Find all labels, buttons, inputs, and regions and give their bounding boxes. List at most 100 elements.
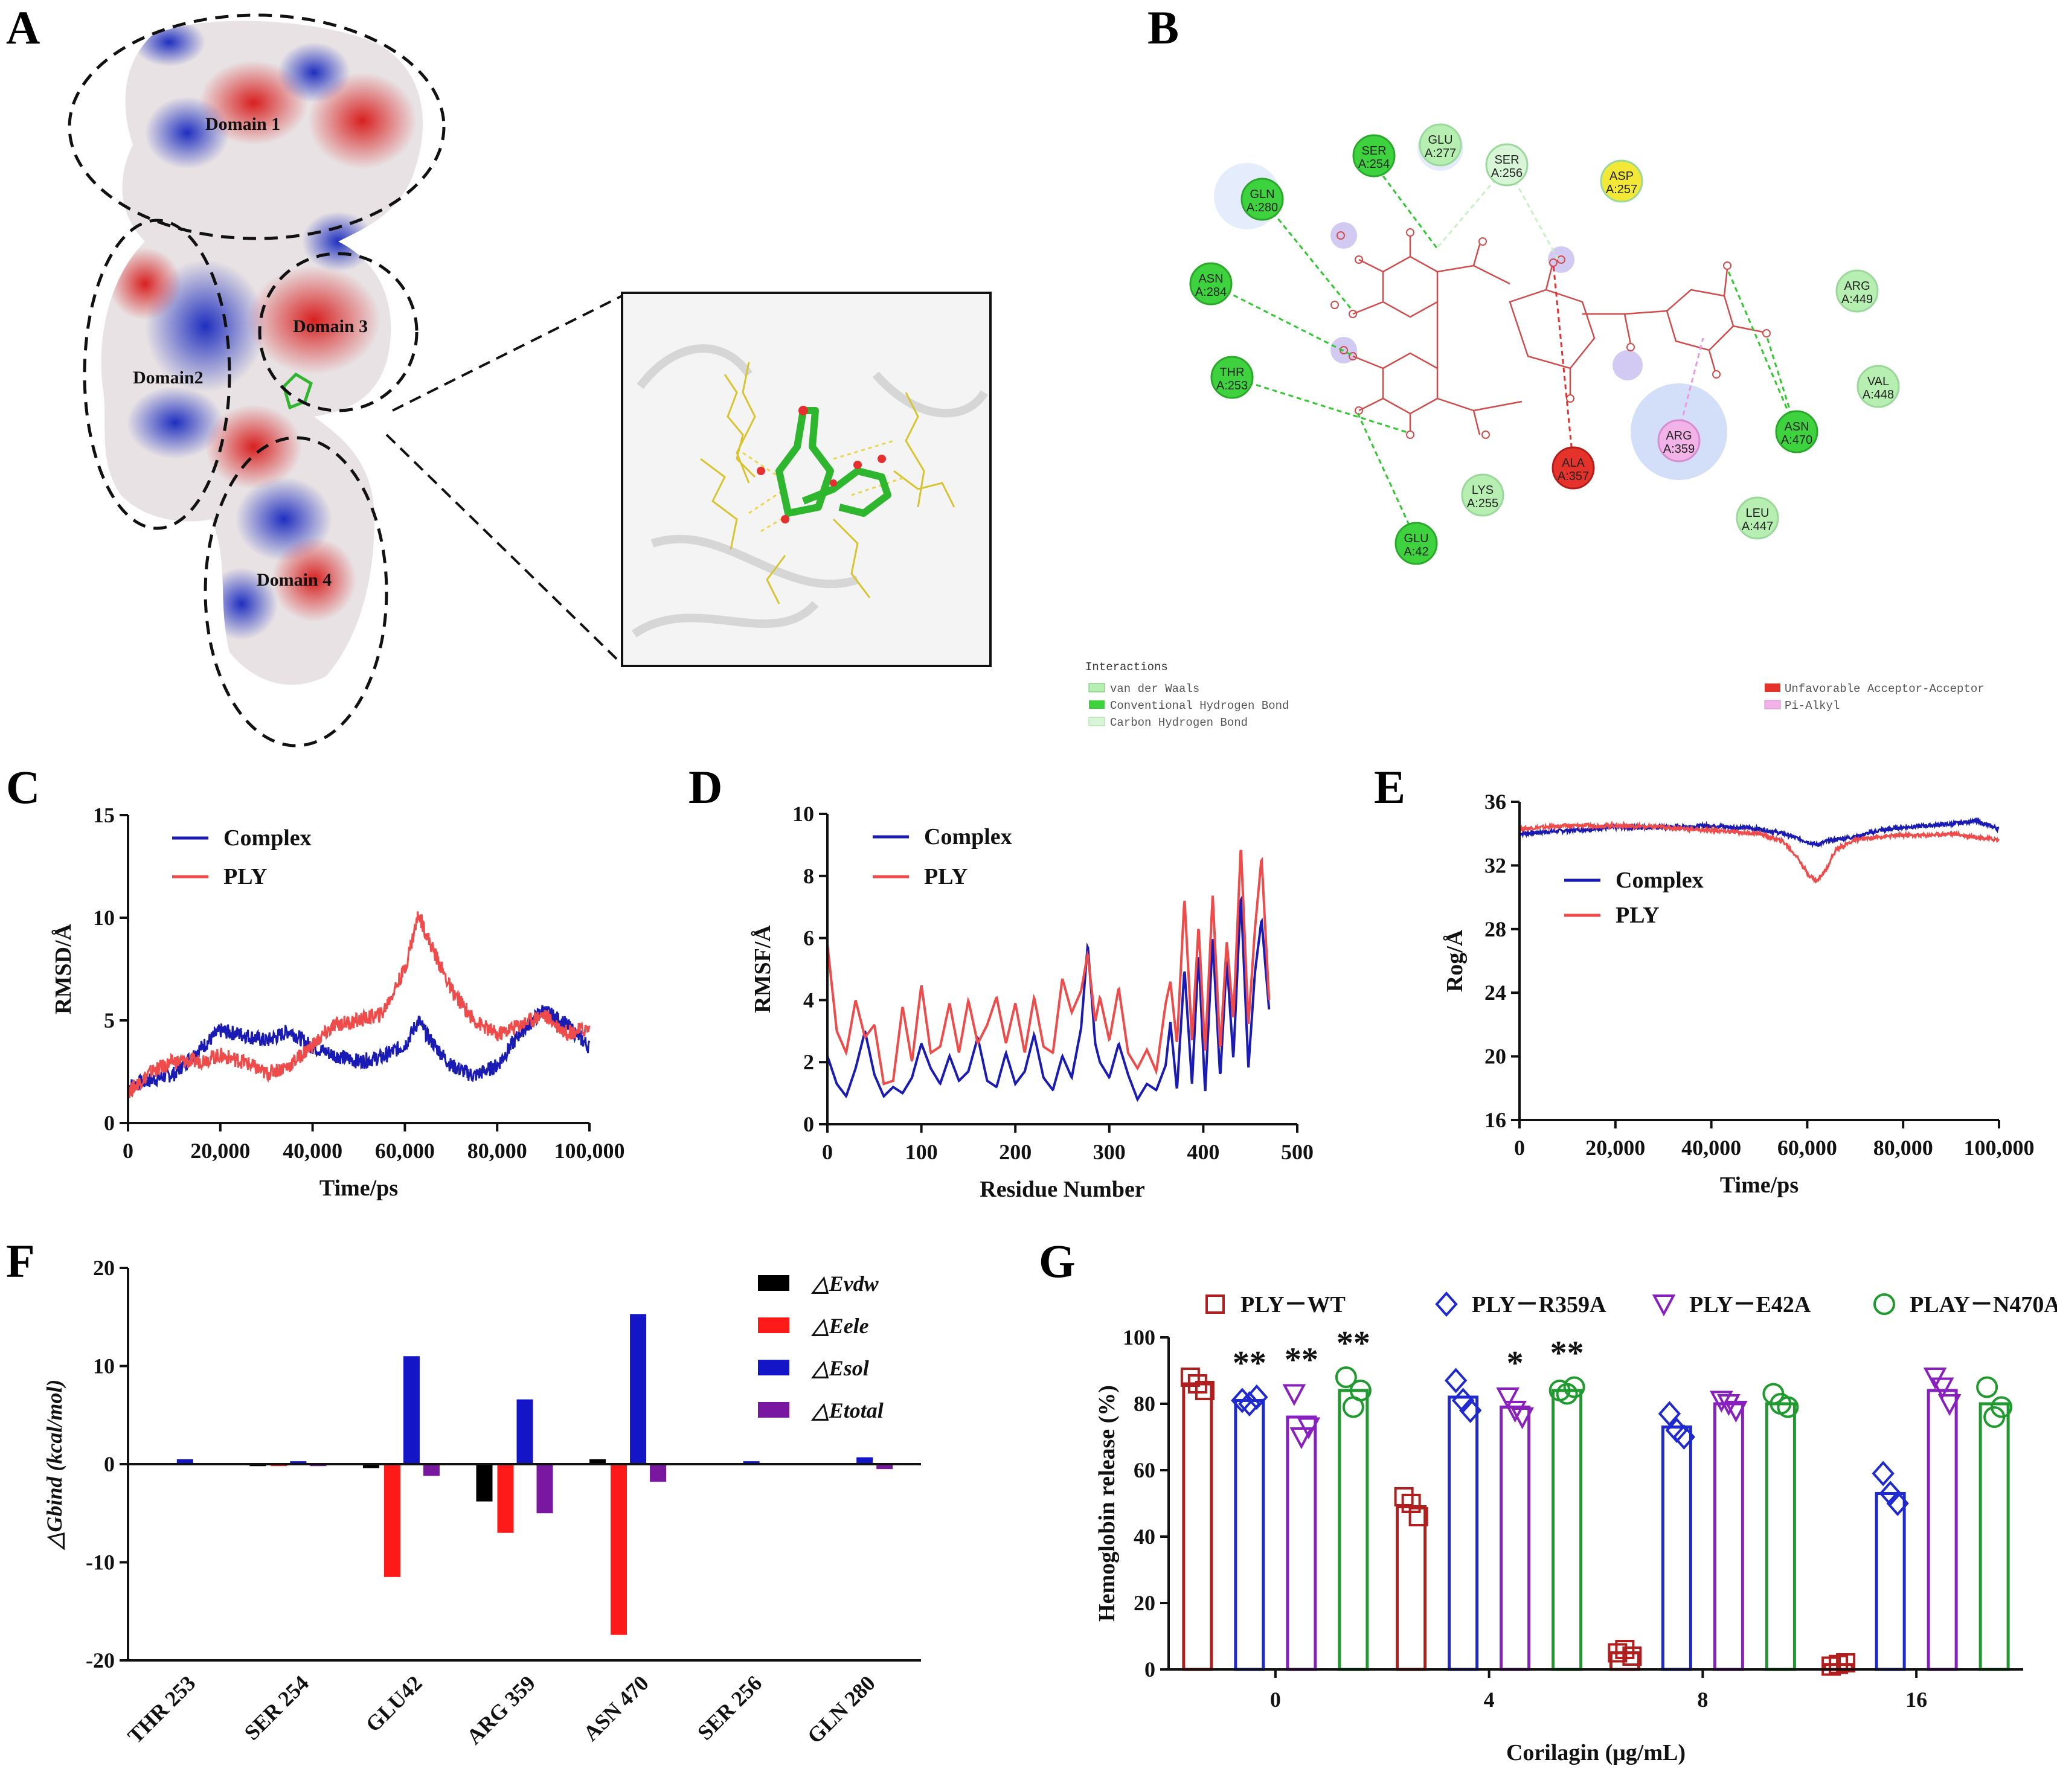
x-tick-label: 0 — [822, 1140, 833, 1164]
significance-mark: ** — [1337, 1325, 1370, 1362]
x-category-label: ARG 359 — [462, 1671, 540, 1749]
y-tick-label: 60 — [1134, 1458, 1155, 1482]
data-point — [1672, 1424, 1696, 1450]
x-tick-label: 100,000 — [1964, 1136, 2035, 1160]
bar-dose8-2 — [1713, 1402, 1744, 1671]
residue-label-res_ser254: SER — [1361, 144, 1386, 158]
bar-asn470-0 — [589, 1459, 606, 1464]
legend-label-1: PLY－R359A — [1472, 1292, 1606, 1317]
bar-dose4-3 — [1552, 1389, 1583, 1671]
y-tick-label: 20 — [1134, 1591, 1155, 1615]
rmsf-chart: 0 100 200 300 400 500 0 2 4 6 8 10 Residue Number RMS… — [750, 802, 1314, 1202]
residue-id-res_arg359: A:359 — [1663, 443, 1695, 456]
x-category-label: SER 256 — [693, 1671, 766, 1744]
zoom-line-top — [392, 295, 623, 412]
legend-marker-3 — [1873, 1293, 1895, 1315]
bar-dose8-3 — [1765, 1402, 1796, 1671]
y-tick-label: 100 — [1123, 1325, 1155, 1349]
y-tick-label: 0 — [104, 1452, 115, 1476]
data-point — [1770, 1393, 1792, 1415]
panel-label-f: F — [6, 1235, 35, 1287]
residue-id-res_thr253: A:253 — [1216, 379, 1248, 392]
domain-outlines — [68, 13, 446, 747]
legend-swatch-0 — [758, 1275, 789, 1291]
y-tick-label: -10 — [86, 1550, 115, 1575]
y-tick-label: 0 — [1144, 1657, 1155, 1682]
x-axis-label: Residue Number — [980, 1177, 1145, 1202]
legend-label-complex: Complex — [1616, 868, 1704, 893]
residue-circle-res_thr253 — [1210, 356, 1254, 399]
x-tick-label: 500 — [1281, 1140, 1314, 1164]
x-axis-label: Corilagin (μg/mL) — [1506, 1740, 1686, 1765]
x-tick-label: 200 — [999, 1140, 1032, 1164]
residue-label-res_asn470: ASN — [1784, 420, 1809, 434]
y-tick-label: 5 — [104, 1008, 115, 1032]
bar-glu42-2 — [403, 1356, 420, 1464]
residue-id-res_lys255: A:255 — [1467, 497, 1498, 510]
bar-ser256-2 — [743, 1461, 760, 1464]
data-point — [1717, 1394, 1741, 1416]
residue-label-res_ala357: ALA — [1562, 456, 1585, 470]
x-tick-label: 20,000 — [1585, 1136, 1645, 1160]
bar-arg359-1 — [497, 1464, 514, 1533]
legend-label-2: △Esol — [810, 1356, 869, 1380]
legend-label-1: △Eele — [810, 1314, 869, 1338]
panel-label-c: C — [6, 761, 40, 813]
residue-circle-res_leu447 — [1736, 496, 1779, 540]
residue-label-res_arg449: ARG — [1844, 280, 1870, 293]
bar-dose16-1 — [1875, 1492, 1906, 1671]
bar-dose0-3 — [1338, 1389, 1369, 1671]
x-tick-label: 100,000 — [554, 1139, 625, 1163]
data-point — [1335, 1366, 1357, 1388]
x-tick-label: 400 — [1187, 1140, 1219, 1164]
data-point — [1496, 1387, 1519, 1410]
x-category-label: GLN 280 — [803, 1671, 880, 1748]
residue-label-res_lys255: LYS — [1472, 484, 1494, 497]
data-point — [1976, 1376, 1998, 1398]
residue-label-res_leu447: LEU — [1746, 507, 1770, 520]
legend-marker-1 — [1435, 1291, 1458, 1317]
bar-dose0-2 — [1286, 1415, 1317, 1671]
x-category-label: ASN 470 — [579, 1671, 653, 1746]
legend-label-complex: Complex — [924, 824, 1012, 850]
residue-id-res_arg449: A:449 — [1841, 293, 1873, 306]
data-point — [1503, 1401, 1527, 1423]
y-tick-label: 10 — [792, 802, 814, 826]
residue-circle-res_asn470 — [1775, 410, 1818, 453]
bar-thr253-2 — [176, 1459, 193, 1464]
binding-pocket-inset — [621, 292, 992, 667]
residue-id-res_asn284: A:284 — [1195, 286, 1227, 299]
bar-glu42-0 — [362, 1464, 379, 1468]
y-tick-label: 4 — [803, 988, 814, 1012]
rog-chart: 0 20,000 40,000 60,000 80,000 100,000 16 20 24 28… — [1442, 790, 2035, 1198]
residue-id-res_glu277: A:277 — [1425, 147, 1456, 160]
data-point — [1282, 1384, 1306, 1406]
bar-dose4-1 — [1448, 1395, 1479, 1671]
y-tick-label: 15 — [93, 803, 115, 827]
residue-id-res_asp257: A:257 — [1606, 183, 1637, 196]
legend-item-pi-alkyl: Pi-Alkyl — [1785, 699, 1840, 712]
data-point — [1879, 1480, 1902, 1506]
bar-dose0-0 — [1182, 1382, 1213, 1671]
residue-id-res_glu42: A:42 — [1404, 545, 1428, 558]
series-line-complex — [826, 895, 1271, 1102]
x-tick-label: 20,000 — [190, 1139, 250, 1163]
residue-circle-res_lys255 — [1461, 473, 1504, 517]
residue-label-res_asn284: ASN — [1198, 272, 1223, 286]
x-category-label: 16 — [1905, 1688, 1927, 1712]
data-point — [1937, 1394, 1962, 1416]
bar-dose8-1 — [1661, 1426, 1692, 1671]
bar-dose16-2 — [1927, 1389, 1958, 1671]
residue-circle-res_glu42 — [1394, 522, 1438, 565]
residue-id-res_gln280: A:280 — [1247, 201, 1278, 214]
legend-item-carbon-hbond: Carbon Hydrogen Bond — [1110, 716, 1248, 729]
y-tick-label: 24 — [1484, 981, 1506, 1005]
data-point — [1665, 1417, 1689, 1444]
series-line-complex — [1519, 817, 2000, 848]
bar-arg359-2 — [516, 1399, 533, 1464]
y-tick-label: 6 — [803, 926, 814, 950]
legend-item-vdw: van der Waals — [1110, 682, 1199, 696]
panel-label-b: B — [1147, 1, 1179, 54]
